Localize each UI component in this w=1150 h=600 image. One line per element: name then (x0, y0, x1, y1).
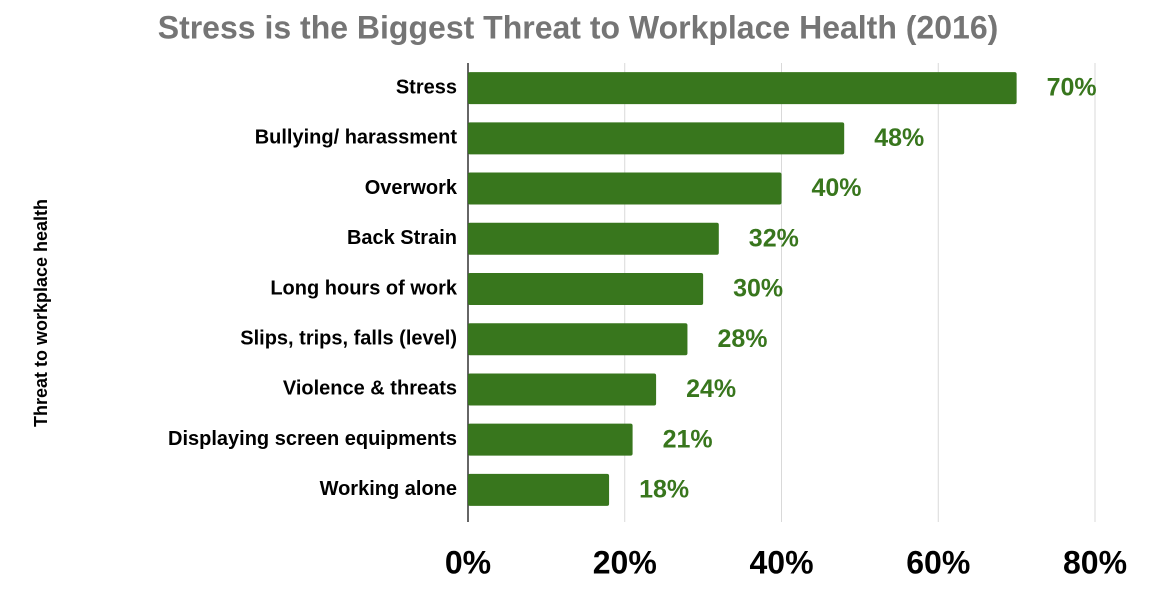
bar (468, 323, 688, 356)
y-tick-label: Displaying screen equipments (168, 428, 457, 450)
x-tick-label: 60% (906, 544, 970, 580)
y-tick-label: Violence & threats (283, 378, 457, 400)
data-label: 24% (686, 375, 736, 403)
y-axis-title: Threat to workplace health (31, 199, 51, 427)
y-tick-label: Back Strain (347, 227, 457, 249)
data-label: 32% (749, 224, 799, 252)
x-tick-label: 80% (1063, 544, 1127, 580)
data-label: 18% (639, 475, 689, 503)
y-tick-label: Long hours of work (270, 277, 458, 299)
bar (468, 222, 719, 255)
bar (468, 172, 782, 205)
x-tick-label: 20% (593, 544, 657, 580)
bar (468, 72, 1017, 105)
y-tick-label: Bullying/ harassment (255, 127, 458, 149)
data-label: 48% (874, 124, 924, 152)
bar (468, 473, 610, 506)
bar (468, 122, 845, 155)
bar (468, 373, 657, 406)
x-tick-label: 0% (445, 544, 491, 580)
y-tick-label: Slips, trips, falls (level) (240, 328, 457, 350)
data-label: 28% (717, 325, 767, 353)
data-label: 21% (663, 425, 713, 453)
data-label: 30% (733, 275, 783, 303)
data-label: 70% (1047, 74, 1097, 102)
bar (468, 423, 633, 456)
x-tick-label: 40% (749, 544, 813, 580)
bar (468, 273, 704, 305)
y-tick-label: Stress (396, 76, 457, 98)
y-tick-label: Working alone (320, 478, 457, 500)
chart-title: Stress is the Biggest Threat to Workplac… (158, 9, 999, 45)
y-tick-label: Overwork (365, 177, 458, 199)
data-label: 40% (812, 174, 862, 202)
